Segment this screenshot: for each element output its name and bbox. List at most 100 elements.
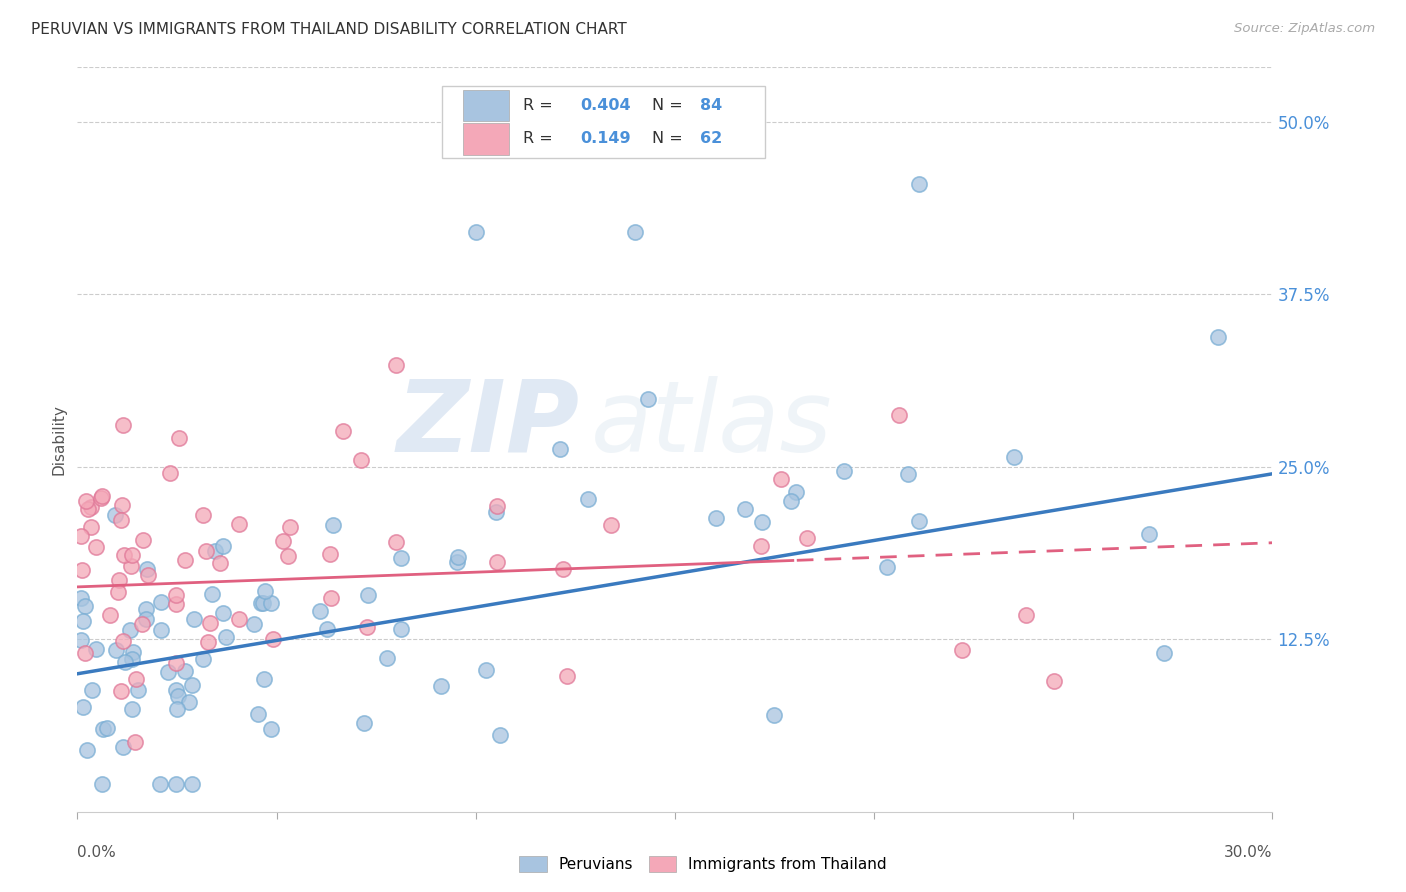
Point [321, 591, 343, 606]
Point [120, 559, 142, 574]
Point [322, 518, 344, 533]
Point [309, 604, 332, 618]
Text: N =: N = [652, 98, 688, 113]
Point [1042, 673, 1064, 688]
Point [485, 555, 508, 569]
Point [183, 612, 205, 626]
Point [149, 623, 172, 637]
Point [779, 494, 801, 508]
Text: ZIP: ZIP [396, 376, 579, 473]
Point [734, 502, 756, 516]
Point [80, 500, 103, 515]
Point [315, 622, 337, 636]
Point [159, 466, 181, 480]
Point [165, 588, 187, 602]
Point [447, 550, 470, 565]
Point [197, 635, 219, 649]
Point [208, 556, 231, 570]
Point [243, 616, 266, 631]
Point [319, 547, 342, 561]
Point [278, 520, 301, 534]
Point [908, 177, 931, 191]
Point [250, 596, 273, 610]
Point [488, 728, 510, 742]
Point [876, 560, 898, 574]
Point [124, 735, 146, 749]
Point [200, 616, 222, 631]
Point [548, 442, 571, 457]
Point [191, 508, 214, 522]
Point [555, 668, 578, 682]
Point [73, 599, 96, 614]
Point [474, 663, 496, 677]
Point [149, 777, 172, 791]
Point [353, 716, 375, 731]
Y-axis label: Disability: Disability [51, 404, 66, 475]
Point [76, 743, 98, 757]
Point [897, 467, 920, 482]
Point [91, 722, 114, 736]
Point [165, 777, 187, 791]
Point [174, 553, 197, 567]
Point [149, 594, 172, 608]
Point [204, 543, 226, 558]
Point [180, 678, 202, 692]
Point [165, 597, 187, 611]
Point [112, 634, 135, 648]
Point [430, 679, 453, 693]
Point [950, 643, 973, 657]
Point [637, 392, 659, 406]
Point [70, 529, 93, 543]
Text: 30.0%: 30.0% [1225, 846, 1272, 860]
Point [131, 533, 153, 548]
Point [72, 614, 94, 628]
Point [212, 539, 235, 553]
FancyBboxPatch shape [464, 123, 509, 154]
Point [762, 708, 785, 723]
Point [112, 418, 135, 433]
Point [486, 499, 509, 513]
Point [84, 642, 107, 657]
Point [464, 226, 486, 240]
Point [253, 583, 276, 598]
Point [90, 777, 112, 791]
Point [169, 431, 191, 445]
Point [907, 515, 929, 529]
Point [166, 702, 188, 716]
Point [1137, 527, 1160, 541]
Point [105, 643, 128, 657]
Point [136, 568, 159, 582]
Point [228, 517, 250, 532]
Point [107, 585, 129, 599]
Point [90, 491, 112, 506]
Point [181, 777, 204, 791]
Point [131, 617, 153, 632]
Point [576, 492, 599, 507]
Point [111, 498, 134, 512]
Point [623, 226, 645, 240]
Point [91, 489, 114, 503]
Point [77, 502, 100, 516]
Point [75, 494, 97, 508]
Point [84, 541, 107, 555]
Point [247, 706, 270, 721]
Point [785, 484, 807, 499]
Point [70, 633, 93, 648]
Point [165, 682, 187, 697]
Point [262, 632, 284, 647]
Point [260, 596, 283, 610]
Point [350, 453, 373, 467]
Point [253, 672, 276, 686]
Point [135, 612, 157, 626]
FancyBboxPatch shape [441, 86, 765, 158]
Text: R =: R = [523, 98, 558, 113]
Point [385, 359, 408, 373]
Point [1153, 646, 1175, 660]
Point [446, 555, 468, 569]
Point [385, 534, 408, 549]
Point [165, 656, 187, 670]
Point [389, 550, 412, 565]
Point [112, 548, 135, 562]
Point [70, 591, 93, 606]
Point [356, 620, 378, 634]
